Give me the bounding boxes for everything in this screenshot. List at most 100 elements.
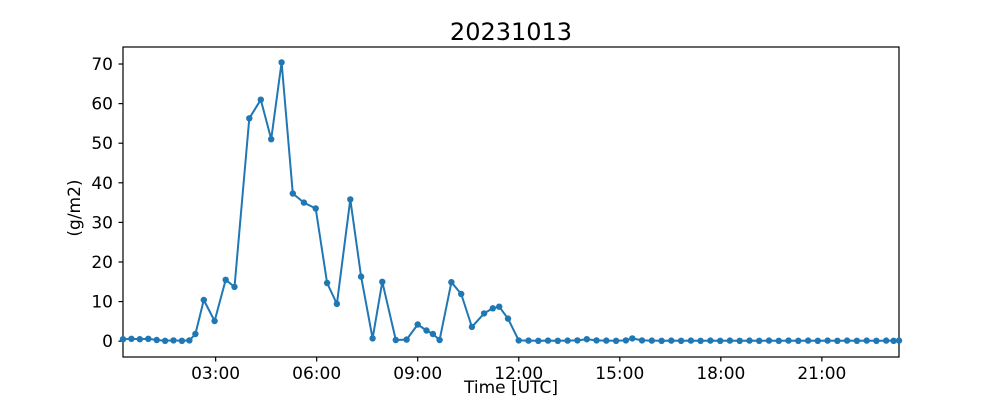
data-point-marker xyxy=(300,199,308,206)
y-tick-label: 50 xyxy=(91,134,113,154)
data-point-marker xyxy=(436,336,443,344)
axes: 03:00 06:00 09:00 12:00 15:00 18:00 21:00 0 10 20… xyxy=(91,46,900,384)
data-point-marker xyxy=(186,337,193,344)
data-point-marker xyxy=(119,336,127,343)
y-tick-label: 40 xyxy=(91,174,113,194)
y-tick-label: 60 xyxy=(91,95,113,115)
data-point-marker xyxy=(403,336,410,343)
y-tick-label: 10 xyxy=(91,293,113,313)
data-point-marker xyxy=(843,337,851,344)
data-point-marker xyxy=(136,336,143,343)
data-point-marker xyxy=(564,337,571,344)
data-point-marker xyxy=(638,337,646,344)
y-tick-label: 20 xyxy=(91,253,113,273)
x-tick-label: 15:00 xyxy=(595,364,644,384)
x-tick-label: 12:00 xyxy=(494,364,543,384)
data-point-marker xyxy=(448,279,455,286)
data-point-marker xyxy=(804,337,812,344)
data-point-marker xyxy=(775,337,782,344)
data-point-marker xyxy=(824,337,831,344)
data-point-marker xyxy=(211,317,218,325)
data-point-marker xyxy=(668,337,675,344)
data-point-marker xyxy=(834,337,841,344)
y-tick-label: 70 xyxy=(91,55,113,75)
data-point-marker xyxy=(765,337,773,344)
data-point-marker xyxy=(717,337,724,344)
data-point-marker xyxy=(145,335,152,342)
data-point-marker xyxy=(622,337,630,344)
data-point-marker xyxy=(392,336,399,344)
data-point-marker xyxy=(863,337,870,344)
data-point-marker xyxy=(323,279,331,287)
data-point-marker xyxy=(423,327,430,334)
data-point-marker xyxy=(257,96,264,103)
data-series xyxy=(119,59,903,344)
data-point-marker xyxy=(246,115,253,122)
chart-title: 20231013 xyxy=(450,18,572,46)
data-point-marker xyxy=(178,337,186,344)
data-point-marker xyxy=(153,336,160,344)
data-point-marker xyxy=(883,337,890,344)
data-point-marker xyxy=(544,337,552,344)
data-point-marker xyxy=(583,336,590,343)
data-point-marker xyxy=(603,337,610,344)
data-point-marker xyxy=(161,337,169,344)
data-point-marker xyxy=(554,337,561,344)
data-point-marker xyxy=(468,323,476,331)
data-point-marker xyxy=(658,337,665,344)
data-point-marker xyxy=(489,305,496,312)
data-point-marker xyxy=(222,276,229,283)
x-tick-label: 03:00 xyxy=(191,364,240,384)
data-point-marker xyxy=(231,283,238,291)
y-tick-label: 0 xyxy=(102,332,113,352)
data-point-marker xyxy=(895,337,903,344)
x-tick-label: 18:00 xyxy=(696,364,745,384)
y-tick-label: 30 xyxy=(91,213,113,233)
x-tick-label: 06:00 xyxy=(292,364,341,384)
data-point-marker xyxy=(458,290,465,298)
x-tick-label: 09:00 xyxy=(393,364,442,384)
data-point-marker xyxy=(648,337,655,344)
data-point-marker xyxy=(515,337,522,344)
data-point-marker xyxy=(574,337,581,344)
data-point-marker xyxy=(814,337,821,344)
data-point-marker xyxy=(746,337,753,344)
data-point-marker xyxy=(853,337,861,344)
data-point-marker xyxy=(687,337,695,344)
data-point-marker xyxy=(379,278,386,285)
data-point-marker xyxy=(278,59,285,66)
data-point-marker xyxy=(726,337,734,344)
data-point-marker xyxy=(890,337,897,344)
data-point-marker xyxy=(795,337,802,344)
y-axis-label: (g/m2) xyxy=(65,179,85,236)
data-point-marker xyxy=(347,196,354,203)
series-line xyxy=(122,61,900,342)
data-point-marker xyxy=(593,337,600,344)
data-point-marker xyxy=(736,337,743,344)
data-point-marker xyxy=(268,136,275,143)
x-axis-label: Time [UTC] xyxy=(463,378,558,398)
data-point-marker xyxy=(756,337,763,344)
data-point-marker xyxy=(504,315,512,322)
data-point-marker xyxy=(707,337,714,344)
data-point-marker xyxy=(697,337,704,344)
data-point-marker xyxy=(785,337,792,344)
plot-border xyxy=(122,46,900,358)
data-point-marker xyxy=(192,330,199,338)
data-point-marker xyxy=(414,321,421,328)
data-point-marker xyxy=(128,335,135,342)
data-point-marker xyxy=(525,337,532,344)
data-point-marker xyxy=(369,335,376,342)
data-point-marker xyxy=(677,337,685,344)
data-point-marker xyxy=(170,337,177,344)
data-point-marker xyxy=(629,335,636,342)
data-point-marker xyxy=(333,300,341,308)
data-point-marker xyxy=(289,190,296,197)
x-tick-label: 21:00 xyxy=(797,364,846,384)
data-point-marker xyxy=(312,205,319,212)
data-point-marker xyxy=(200,296,207,304)
data-point-marker xyxy=(873,337,880,344)
data-point-marker xyxy=(429,330,437,338)
